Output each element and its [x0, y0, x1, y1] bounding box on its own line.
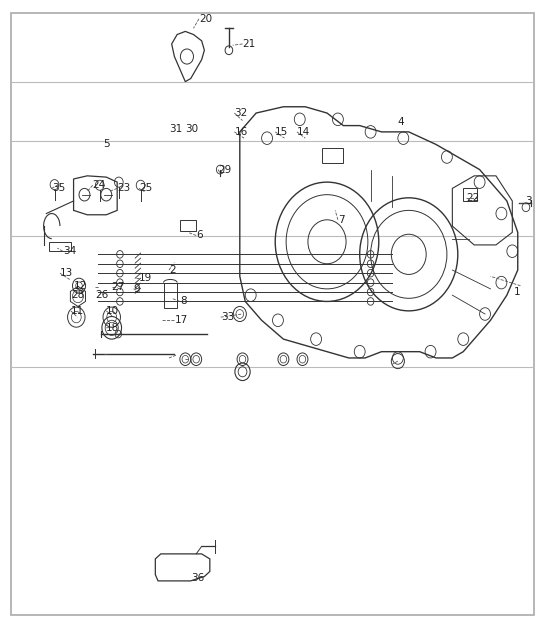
Text: 14: 14 — [297, 127, 310, 137]
Text: 11: 11 — [71, 306, 84, 316]
Text: 19: 19 — [139, 273, 152, 283]
Text: 27: 27 — [112, 282, 125, 292]
Bar — [49, 242, 71, 251]
Text: 18: 18 — [106, 323, 119, 333]
Text: 31: 31 — [169, 124, 182, 134]
Text: 4: 4 — [398, 117, 404, 127]
Text: 28: 28 — [71, 290, 84, 300]
Text: 22: 22 — [466, 193, 479, 203]
Bar — [322, 148, 343, 163]
Text: 7: 7 — [338, 215, 344, 225]
Text: 6: 6 — [196, 230, 203, 241]
Bar — [164, 283, 177, 308]
Text: 24: 24 — [93, 180, 106, 190]
Text: 21: 21 — [243, 39, 256, 49]
Text: 34: 34 — [63, 246, 76, 256]
Text: 3: 3 — [525, 196, 531, 206]
Text: 2: 2 — [169, 265, 175, 275]
Text: 13: 13 — [60, 268, 73, 278]
Text: 36: 36 — [191, 573, 204, 583]
Text: 8: 8 — [180, 296, 186, 306]
Bar — [463, 188, 477, 201]
Text: 15: 15 — [275, 127, 288, 137]
Text: 29: 29 — [218, 165, 231, 175]
Text: 20: 20 — [199, 14, 212, 24]
Text: 12: 12 — [74, 281, 87, 291]
Text: 16: 16 — [234, 127, 247, 137]
Text: 9: 9 — [134, 284, 140, 294]
Text: 17: 17 — [174, 315, 187, 325]
Text: 1: 1 — [514, 287, 520, 297]
Text: 33: 33 — [221, 312, 234, 322]
Text: 5: 5 — [104, 139, 110, 149]
Text: 10: 10 — [106, 306, 119, 316]
FancyBboxPatch shape — [11, 13, 534, 615]
Text: 30: 30 — [185, 124, 198, 134]
Text: 26: 26 — [95, 290, 108, 300]
Text: 35: 35 — [52, 183, 65, 193]
Text: 23: 23 — [117, 183, 130, 193]
Text: 25: 25 — [139, 183, 152, 193]
Bar — [180, 220, 196, 231]
Text: 32: 32 — [234, 108, 247, 118]
